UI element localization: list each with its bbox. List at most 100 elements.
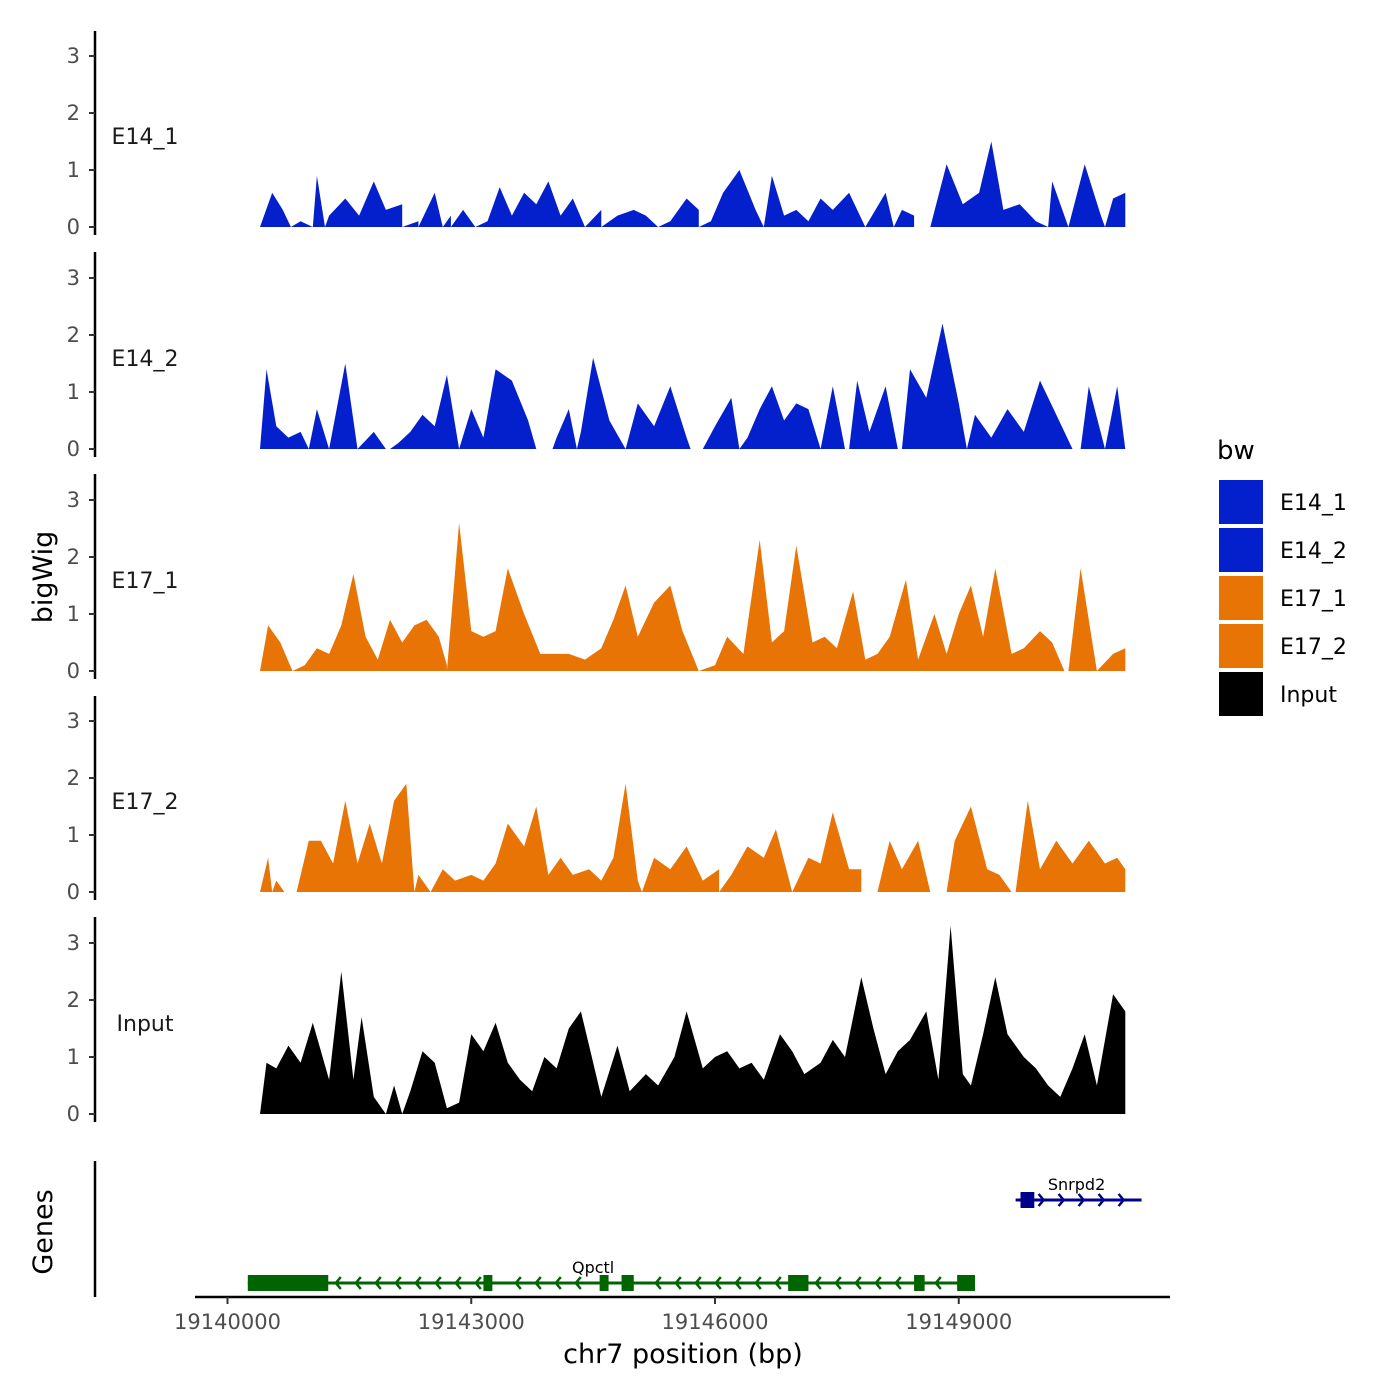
gene-qpctl: Qpctl xyxy=(247,1258,975,1291)
track-label-input: Input xyxy=(117,1012,174,1037)
signal-area-e17-1 xyxy=(260,522,1126,671)
exon-qpctl-2 xyxy=(599,1275,609,1291)
track-e14-1: 0 1 2 3 E14_1 xyxy=(67,31,1126,239)
legend-label-input: Input xyxy=(1280,683,1337,708)
strand-arrow-qpctl-8 xyxy=(514,1276,522,1290)
exon-qpctl-3 xyxy=(621,1275,634,1291)
y-tick-label-e17-2-0: 0 xyxy=(67,880,80,904)
track-e14-2: 0 1 2 3 E14_2 xyxy=(67,252,1126,461)
strand-arrow-qpctl-19 xyxy=(814,1276,822,1290)
legend-swatch-e14-2 xyxy=(1219,528,1263,572)
strand-arrow-qpctl-4 xyxy=(414,1276,422,1290)
track-label-e17-2: E17_2 xyxy=(112,790,179,815)
strand-arrow-qpctl-13 xyxy=(674,1276,682,1290)
strand-arrow-snrpd2-2 xyxy=(1077,1193,1086,1207)
signal-area-e14-1 xyxy=(260,141,1126,227)
genes-axis-title: Genes xyxy=(28,1189,59,1274)
signal-area-e14-2 xyxy=(260,323,1126,449)
gene-panel: Qpctl Snrpd2 xyxy=(93,1161,1142,1297)
strand-arrow-qpctl-2 xyxy=(374,1276,382,1290)
x-axis-title: chr7 position (bp) xyxy=(563,1339,803,1370)
y-tick-label-e17-1-3: 3 xyxy=(67,488,80,512)
strand-arrow-snrpd2-0 xyxy=(1037,1193,1046,1207)
y-tick-label-e17-1-1: 1 xyxy=(67,602,80,626)
signal-area-input xyxy=(260,925,1126,1114)
strand-arrow-qpctl-24 xyxy=(934,1276,942,1290)
strand-arrow-qpctl-10 xyxy=(554,1276,562,1290)
strand-arrow-qpctl-15 xyxy=(714,1276,722,1290)
gene-label-snrpd2: Snrpd2 xyxy=(1048,1175,1105,1194)
y-axis-title: bigWig xyxy=(28,531,59,624)
y-tick-label-input-3: 3 xyxy=(67,931,80,955)
y-tick-label-e14-2-2: 2 xyxy=(67,323,80,347)
y-tick-label-e14-1-3: 3 xyxy=(67,44,80,68)
y-tick-label-e14-2-3: 3 xyxy=(67,266,80,290)
legend-swatch-e17-2 xyxy=(1219,624,1263,668)
strand-arrow-qpctl-11 xyxy=(574,1276,582,1290)
y-tick-label-e17-1-2: 2 xyxy=(67,545,80,569)
strand-arrow-qpctl-7 xyxy=(474,1276,482,1290)
legend-label-e14-2: E14_2 xyxy=(1280,539,1347,564)
track-e17-2: 0 1 2 3 E17_2 xyxy=(67,696,1126,904)
legend: bw E14_1 E14_2 E17_1 E17_2 Input xyxy=(1217,436,1347,716)
y-tick-label-e14-1-1: 1 xyxy=(67,158,80,182)
exon-qpctl-6 xyxy=(957,1275,975,1291)
legend-swatch-e14-1 xyxy=(1219,480,1263,524)
x-axis: 19140000 19143000 19146000 19149000 xyxy=(174,1295,1170,1334)
track-label-e17-1: E17_1 xyxy=(112,569,179,594)
strand-arrow-qpctl-12 xyxy=(654,1276,662,1290)
x-tick-label-19146000: 19146000 xyxy=(662,1310,769,1334)
strand-arrow-qpctl-18 xyxy=(774,1276,782,1290)
exon-qpctl-0 xyxy=(247,1275,329,1291)
legend-swatch-input xyxy=(1219,672,1263,716)
y-tick-label-e14-2-1: 1 xyxy=(67,380,80,404)
strand-arrow-qpctl-16 xyxy=(734,1276,742,1290)
strand-arrow-qpctl-22 xyxy=(874,1276,882,1290)
strand-arrow-qpctl-17 xyxy=(754,1276,762,1290)
strand-arrow-qpctl-6 xyxy=(454,1276,462,1290)
y-tick-label-e17-1-0: 0 xyxy=(67,659,80,683)
strand-arrow-qpctl-9 xyxy=(534,1276,542,1290)
signal-area-e17-2 xyxy=(260,783,1126,892)
gene-snrpd2: Snrpd2 xyxy=(1015,1175,1142,1208)
y-tick-label-e14-2-0: 0 xyxy=(67,437,80,461)
y-tick-label-input-0: 0 xyxy=(67,1102,80,1126)
strand-arrow-snrpd2-4 xyxy=(1117,1193,1126,1207)
strand-arrow-qpctl-1 xyxy=(354,1276,362,1290)
x-tick-label-19140000: 19140000 xyxy=(174,1310,281,1334)
legend-swatch-e17-1 xyxy=(1219,576,1263,620)
strand-arrow-snrpd2-3 xyxy=(1097,1193,1106,1207)
y-tick-label-e17-2-2: 2 xyxy=(67,766,80,790)
legend-label-e14-1: E14_1 xyxy=(1280,491,1347,516)
x-tick-label-19149000: 19149000 xyxy=(905,1310,1012,1334)
exon-snrpd2-0 xyxy=(1020,1192,1035,1208)
track-input: 0 1 2 3 Input xyxy=(67,917,1126,1126)
strand-arrow-qpctl-5 xyxy=(434,1276,442,1290)
y-tick-label-e14-1-0: 0 xyxy=(67,215,80,239)
track-e17-1: 0 1 2 3 E17_1 xyxy=(67,474,1126,683)
tracks-group: 0 1 2 3 E14_1 0 1 2 3 E14_2 0 1 2 3 E17_1 0 1 2 3 E17_2 0 1 2 3… xyxy=(67,31,1126,1126)
strand-arrow-snrpd2-1 xyxy=(1057,1193,1066,1207)
track-label-e14-2: E14_2 xyxy=(112,347,179,372)
strand-arrow-qpctl-20 xyxy=(834,1276,842,1290)
exon-qpctl-5 xyxy=(914,1275,925,1291)
y-tick-label-e17-2-1: 1 xyxy=(67,823,80,847)
strand-arrow-qpctl-3 xyxy=(394,1276,402,1290)
y-tick-label-input-2: 2 xyxy=(67,988,80,1012)
exon-qpctl-1 xyxy=(483,1275,493,1291)
x-tick-label-19143000: 19143000 xyxy=(418,1310,525,1334)
legend-label-e17-2: E17_2 xyxy=(1280,635,1347,660)
strand-arrow-qpctl-14 xyxy=(694,1276,702,1290)
strand-arrow-qpctl-23 xyxy=(894,1276,902,1290)
y-tick-label-input-1: 1 xyxy=(67,1045,80,1069)
exon-qpctl-4 xyxy=(788,1275,809,1291)
track-label-e14-1: E14_1 xyxy=(112,125,179,150)
y-tick-label-e14-1-2: 2 xyxy=(67,101,80,125)
legend-label-e17-1: E17_1 xyxy=(1280,587,1347,612)
gene-label-qpctl: Qpctl xyxy=(572,1258,614,1277)
legend-title: bw xyxy=(1217,436,1255,466)
y-tick-label-e17-2-3: 3 xyxy=(67,709,80,733)
strand-arrow-qpctl-0 xyxy=(334,1276,342,1290)
strand-arrow-qpctl-21 xyxy=(854,1276,862,1290)
